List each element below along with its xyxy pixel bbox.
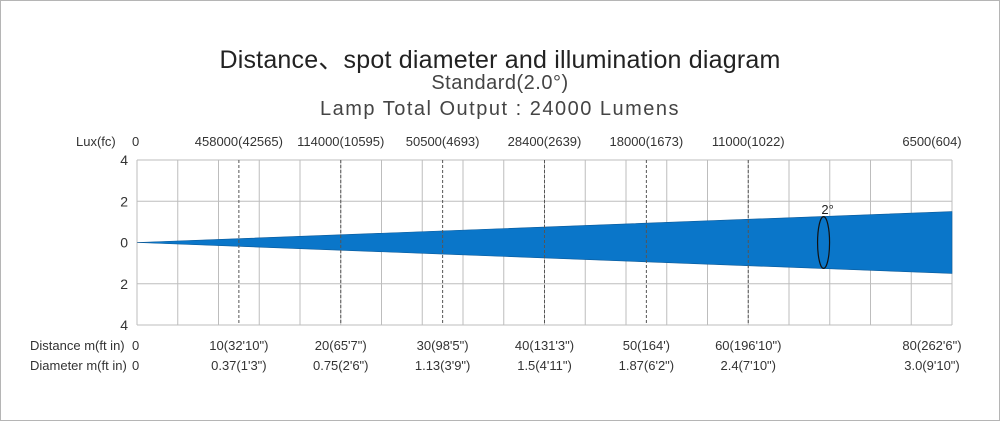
diameter-value: 2.4(7'10") <box>720 358 776 373</box>
diameter-row-label: Diameter m(ft in) <box>30 358 127 373</box>
distance-row-label: Distance m(ft in) <box>30 338 125 353</box>
distance-value: 20(65'7") <box>315 338 367 353</box>
beam-angle-label: 2° <box>821 202 833 217</box>
lux-value: 6500(604) <box>902 134 961 149</box>
lux-value: 114000(10595) <box>297 134 384 149</box>
distance-value: 60(196'10") <box>715 338 781 353</box>
diagram-title: Distance、spot diameter and illumination … <box>219 46 781 74</box>
distance-value: 10(32'10") <box>209 338 268 353</box>
lux-row-label: Lux(fc) <box>76 134 116 149</box>
y-tick-label: 2 <box>120 276 128 292</box>
beam-angle-ellipse <box>816 215 831 270</box>
lux-value: 458000(42565) <box>195 134 283 149</box>
y-tick-label: 2 <box>120 193 128 209</box>
lux-origin-value: 0 <box>132 134 139 149</box>
y-tick-label: 4 <box>120 317 128 333</box>
diameter-value: 0.75(2'6") <box>313 358 369 373</box>
lux-value: 50500(4693) <box>406 134 480 149</box>
lux-value: 11000(1022) <box>712 134 785 149</box>
diagram-subtitle: Standard(2.0°) <box>431 72 569 94</box>
diameter-value: 1.13(3'9") <box>415 358 471 373</box>
distance-value: 30(98'5") <box>417 338 469 353</box>
lux-value: 28400(2639) <box>508 134 582 149</box>
distance-value: 50(164') <box>623 338 670 353</box>
y-tick-label: 0 <box>120 235 128 251</box>
diameter-value: 3.0(9'10") <box>904 358 960 373</box>
distance-value: 40(131'3") <box>515 338 574 353</box>
diameter-value: 1.5(4'11") <box>517 358 572 373</box>
diameter-value: 1.87(6'2") <box>619 358 675 373</box>
y-tick-label: 4 <box>120 152 128 168</box>
lux-value: 18000(1673) <box>610 134 684 149</box>
lamp-output-label: Lamp Total Output : 24000 Lumens <box>319 98 681 120</box>
distance-value: 80(262'6") <box>902 338 961 353</box>
diameter-value: 0.37(1'3") <box>211 358 267 373</box>
distance-origin-value: 0 <box>132 338 139 353</box>
diameter-origin-value: 0 <box>132 358 139 373</box>
